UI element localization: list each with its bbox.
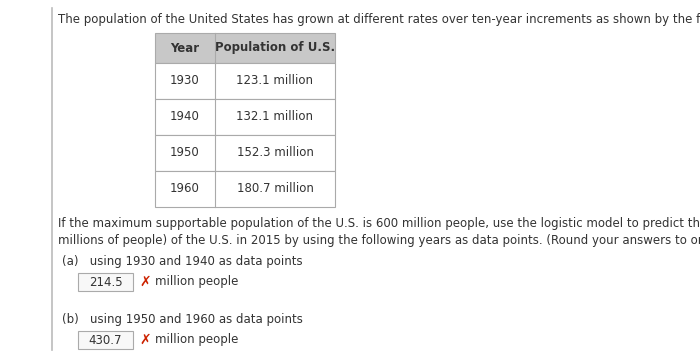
Bar xyxy=(155,99,335,135)
Text: 214.5: 214.5 xyxy=(89,276,122,289)
Text: 152.3 million: 152.3 million xyxy=(237,146,314,160)
Bar xyxy=(155,33,335,63)
Text: 430.7: 430.7 xyxy=(89,334,122,347)
Text: Year: Year xyxy=(170,42,199,54)
Text: ✗: ✗ xyxy=(139,333,150,347)
Text: 180.7 million: 180.7 million xyxy=(237,183,314,195)
Text: (b)   using 1950 and 1960 as data points: (b) using 1950 and 1960 as data points xyxy=(62,313,303,326)
Text: Population of U.S.: Population of U.S. xyxy=(215,42,335,54)
Text: ✗: ✗ xyxy=(139,275,150,289)
Text: (a)   using 1930 and 1940 as data points: (a) using 1930 and 1940 as data points xyxy=(62,255,302,268)
Text: 1960: 1960 xyxy=(170,183,200,195)
Text: 123.1 million: 123.1 million xyxy=(237,74,314,87)
Bar xyxy=(155,63,335,99)
Bar xyxy=(155,135,335,171)
Text: If the maximum supportable population of the U.S. is 600 million people, use the: If the maximum supportable population of… xyxy=(58,217,700,247)
Text: 1930: 1930 xyxy=(170,74,200,87)
Text: 1940: 1940 xyxy=(170,111,200,124)
Text: The population of the United States has grown at different rates over ten-year i: The population of the United States has … xyxy=(58,13,700,26)
Text: million people: million people xyxy=(155,334,239,347)
Text: 132.1 million: 132.1 million xyxy=(237,111,314,124)
Bar xyxy=(155,171,335,207)
Bar xyxy=(78,273,133,291)
Bar xyxy=(78,331,133,349)
Text: million people: million people xyxy=(155,276,239,289)
Text: 1950: 1950 xyxy=(170,146,200,160)
